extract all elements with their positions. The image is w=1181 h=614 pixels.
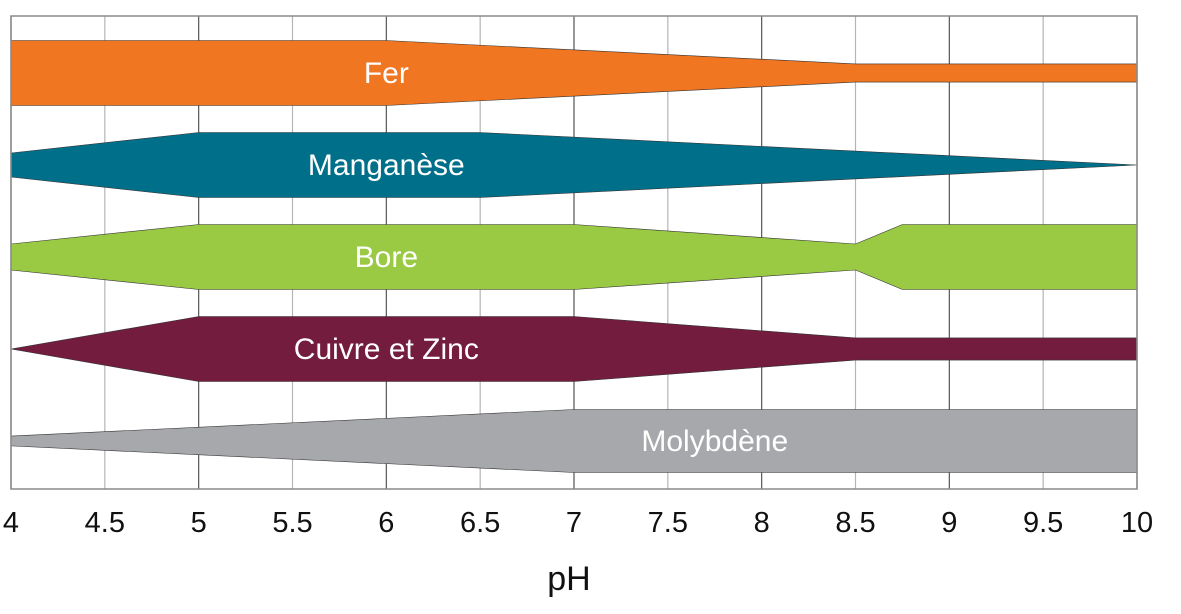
band-bore bbox=[10, 224, 1138, 290]
x-tick-label: 7.5 bbox=[648, 507, 688, 539]
band-label: Cuivre et Zinc bbox=[294, 333, 479, 366]
band-label: Molybdène bbox=[641, 425, 788, 458]
x-tick-label: 8 bbox=[754, 507, 770, 539]
x-tick-label: 5 bbox=[191, 507, 207, 539]
x-tick-label: 10 bbox=[1121, 507, 1153, 539]
x-tick-label: 6 bbox=[378, 507, 394, 539]
band-label: Manganèse bbox=[308, 149, 465, 182]
plot-frame bbox=[10, 15, 1138, 490]
bands: Fer Manganèse Bore Cuivre et Zinc Molybdène bbox=[10, 40, 1138, 473]
band-cuivre-et-zinc bbox=[10, 316, 1138, 382]
x-tick-label: 9 bbox=[941, 507, 957, 539]
x-tick-label: 6.5 bbox=[460, 507, 500, 539]
x-axis-label: pH bbox=[547, 560, 590, 598]
band-label: Fer bbox=[364, 57, 409, 90]
band-fer bbox=[10, 40, 1138, 106]
x-tick-label: 4 bbox=[3, 507, 19, 539]
x-tick-label: 7 bbox=[566, 507, 582, 539]
band-manganèse bbox=[10, 132, 1138, 198]
x-tick-label: 8.5 bbox=[835, 507, 875, 539]
x-tick-label: 9.5 bbox=[1023, 507, 1063, 539]
x-tick-labels: 4 4.5 5 5.5 6 6.5 7 7.5 8 8.5 9 9.5 10 bbox=[3, 507, 1153, 539]
x-tick-label: 5.5 bbox=[272, 507, 312, 539]
band-label: Bore bbox=[355, 241, 418, 274]
x-tick-label: 4.5 bbox=[85, 507, 125, 539]
band-molybdène bbox=[10, 409, 1138, 473]
